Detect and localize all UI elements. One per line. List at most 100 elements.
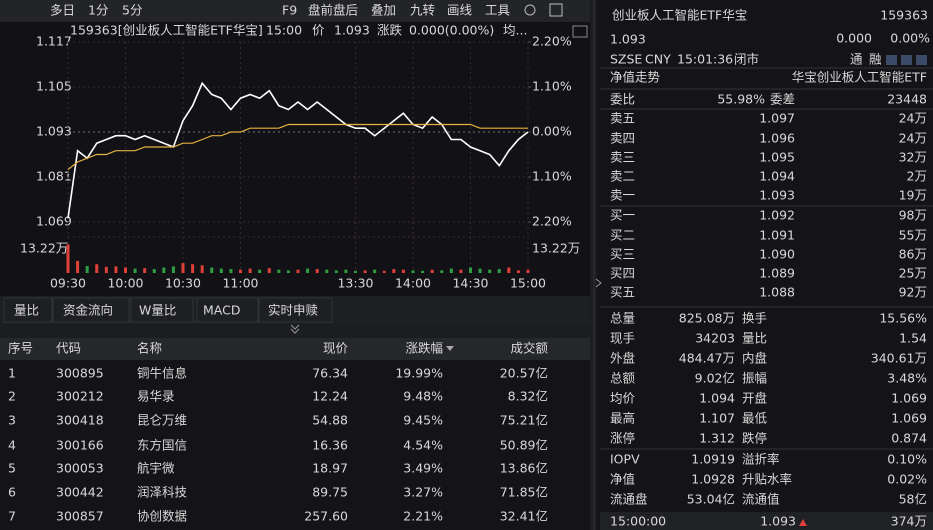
volume-bar [95, 264, 99, 273]
table-cell[interactable]: 协创数据 [137, 509, 187, 524]
tab[interactable] [3, 297, 53, 323]
table-cell[interactable]: 东方国信 [137, 438, 187, 453]
tab-label[interactable]: 量比 [14, 303, 39, 318]
order-level: 买二 [610, 228, 635, 243]
stat-value: 34203 [695, 331, 735, 346]
toolbar-button[interactable]: 1分 [88, 3, 108, 18]
tab-label[interactable]: W量比 [139, 303, 176, 318]
stat-label: 现手 [610, 331, 635, 346]
chart-header-time: 15:00 [266, 23, 302, 38]
table-cell: 8.32亿 [508, 389, 548, 404]
tab[interactable] [52, 297, 132, 323]
volume-bar [296, 269, 300, 273]
badge[interactable]: 融 [869, 52, 882, 67]
order-diff: 23448 [887, 92, 927, 107]
toolbar-button[interactable]: 多日 [50, 3, 75, 18]
toolbar-button[interactable]: 盘前盘后 [308, 3, 358, 18]
stat-value: 1.069 [891, 411, 927, 426]
badge-icon[interactable] [916, 55, 927, 65]
toolbar-button[interactable]: 5分 [122, 3, 142, 18]
volume-bar [469, 267, 472, 273]
order-volume: 55万 [899, 228, 927, 243]
tab-label[interactable]: 资金流向 [63, 303, 113, 318]
stat-label: 振幅 [742, 371, 767, 386]
stat-value: 15.56% [879, 311, 927, 326]
table-cell: 300053 [56, 461, 104, 476]
expand-chevron[interactable] [290, 328, 300, 334]
table-cell: 300418 [56, 413, 104, 428]
order-level: 卖二 [610, 169, 635, 184]
table-cell: 50.89亿 [500, 438, 548, 453]
table-cell: 3.49% [403, 461, 443, 476]
table-cell[interactable]: 易华录 [137, 389, 175, 404]
table-cell: 12.24 [312, 389, 348, 404]
badge-icon[interactable] [886, 55, 897, 65]
chart-bg [0, 22, 590, 296]
table-cell[interactable]: 航宇微 [137, 461, 175, 476]
tab[interactable] [128, 297, 198, 323]
table-cell[interactable]: 润泽科技 [137, 485, 188, 500]
tab-label[interactable]: 实时申赎 [268, 303, 318, 318]
table-cell: 3.27% [403, 485, 443, 500]
table-header-bg [0, 338, 590, 360]
price-line [67, 81, 529, 219]
table-cell: 4.54% [403, 438, 443, 453]
stat-label: 流通盘 [610, 492, 648, 507]
y-tick-label: 1.069 [36, 214, 72, 229]
x-tick-label: 14:00 [395, 276, 431, 291]
collapse-arrow[interactable] [595, 278, 602, 288]
order-level: 卖五 [610, 111, 635, 126]
expand-chevron[interactable] [290, 324, 300, 330]
order-price: 1.090 [759, 247, 795, 262]
toolbar-button[interactable]: 画线 [447, 3, 473, 18]
tab[interactable] [192, 297, 260, 323]
stat-label: 量比 [742, 331, 767, 346]
settings-icon[interactable] [524, 4, 536, 16]
volume-bar [267, 268, 271, 273]
table-cell: 2.21% [403, 509, 443, 524]
layout-icon[interactable] [549, 3, 563, 17]
volume-bar [344, 269, 348, 273]
wp-icon[interactable] [572, 25, 588, 38]
fund-code: 159363 [880, 8, 928, 23]
badge-icon[interactable] [901, 55, 912, 65]
order-price: 1.092 [759, 208, 795, 223]
column-header[interactable]: 现价 [323, 341, 349, 356]
table-cell[interactable]: 昆仑万维 [137, 413, 187, 428]
toolbar-button[interactable]: 叠加 [371, 3, 396, 18]
volume-bar [459, 269, 463, 273]
column-header[interactable]: 代码 [56, 341, 81, 356]
chart-header-price: 1.093 [334, 23, 370, 38]
column-header[interactable]: 成交额 [510, 341, 548, 356]
badge[interactable]: 通 [850, 52, 863, 67]
volume-bar [85, 265, 89, 273]
stat-label: 外盘 [610, 351, 635, 366]
table-cell[interactable]: 铜牛信息 [137, 366, 187, 381]
order-price: 1.097 [759, 111, 795, 126]
order-price: 1.089 [759, 266, 795, 281]
toolbar-button[interactable]: F9 [282, 3, 297, 18]
toolbar-button[interactable]: 九转 [410, 3, 435, 18]
stat-value: 1.069 [891, 391, 927, 406]
stat-label: 溢折率 [742, 452, 780, 467]
order-level: 卖一 [610, 188, 635, 203]
tab[interactable] [257, 297, 333, 323]
x-tick-label: 10:30 [165, 276, 201, 291]
column-header[interactable]: 名称 [137, 341, 162, 356]
toolbar-button[interactable]: 工具 [485, 3, 511, 18]
table-cell: 9.45% [403, 413, 443, 428]
tab-label[interactable]: MACD [203, 303, 240, 318]
nav-trend[interactable]: 净值走势 [610, 70, 661, 85]
volume-bar [401, 269, 405, 273]
y-tick-label: 1.081 [36, 169, 72, 184]
fund-title: 创业板人工智能ETF华宝 [612, 8, 747, 23]
last-price: 1.093 [610, 32, 646, 47]
column-header[interactable]: 涨跌幅 [405, 341, 443, 356]
volume-bar [382, 270, 386, 273]
volume-bar [219, 268, 223, 273]
stat-value: 1.094 [699, 391, 735, 406]
volume-bar [430, 269, 434, 273]
quote-panel-bg [597, 0, 933, 530]
volume-bar [325, 269, 329, 273]
column-header[interactable]: 序号 [8, 341, 33, 356]
